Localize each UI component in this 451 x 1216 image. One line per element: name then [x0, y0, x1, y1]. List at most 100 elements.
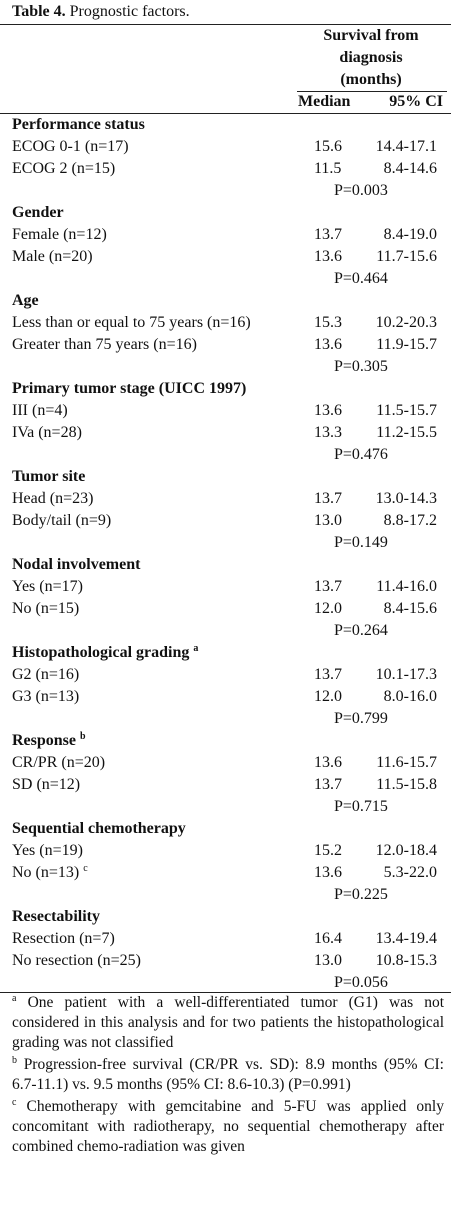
row-label: Resection (n=7): [12, 928, 115, 950]
caption-text: Prognostic factors.: [69, 3, 190, 20]
median: 13.7: [314, 226, 342, 243]
p-value: P=0.305: [334, 358, 388, 375]
median: 13.7: [314, 490, 342, 507]
footnote-mark: b: [12, 1055, 17, 1066]
section-title: Nodal involvement: [12, 554, 140, 576]
header-group: (months): [340, 71, 402, 88]
section-title-text: Primary tumor stage (UICC 1997): [12, 380, 247, 397]
footnote-text: Chemotherapy with gemcitabine and 5-FU w…: [12, 1098, 444, 1155]
row-label-text: IVa (n=28): [12, 424, 82, 441]
ci: 8.4-19.0: [383, 226, 437, 243]
column-header: Median: [298, 93, 351, 110]
row-label: SD (n=12): [12, 774, 80, 796]
median: 13.0: [314, 512, 342, 529]
section-title-text: Response: [12, 732, 77, 749]
median: 13.0: [314, 952, 342, 969]
ci: 10.1-17.3: [375, 666, 437, 683]
median: 15.2: [314, 842, 342, 859]
ci: 8.8-17.2: [383, 512, 437, 529]
row-label-text: Head (n=23): [12, 490, 94, 507]
section-title: Tumor site: [12, 466, 85, 488]
row-label-text: CR/PR (n=20): [12, 754, 106, 771]
p-value: P=0.264: [334, 622, 388, 639]
row-label: Head (n=23): [12, 488, 93, 510]
p-value: P=0.149: [334, 534, 388, 551]
p-value: P=0.476: [334, 446, 388, 463]
p-value: P=0.464: [334, 270, 388, 287]
section-title-text: Sequential chemotherapy: [12, 820, 186, 837]
row-label: IVa (n=28): [12, 422, 82, 444]
caption-label: Table 4.: [12, 3, 66, 20]
section-title: Sequential chemotherapy: [12, 818, 186, 840]
ci: 5.3-22.0: [383, 864, 437, 881]
row-label: Male (n=20): [12, 246, 93, 268]
header-group: Survival from: [323, 27, 419, 44]
ci: 10.2-20.3: [375, 314, 437, 331]
section-title: Response b: [12, 730, 86, 752]
median: 13.7: [314, 666, 342, 683]
section-title: Resectability: [12, 906, 100, 928]
p-value: P=0.003: [334, 182, 388, 199]
row-label: No (n=13) c: [12, 862, 88, 884]
section-title-text: Gender: [12, 204, 64, 221]
row-label: Female (n=12): [12, 224, 107, 246]
rule: [297, 91, 447, 92]
rule: [0, 24, 451, 25]
median: 12.0: [314, 688, 342, 705]
header-group: diagnosis: [339, 49, 403, 66]
footnote: c Chemotherapy with gemcitabine and 5-FU…: [12, 1097, 444, 1157]
row-label: G2 (n=16): [12, 664, 79, 686]
ci: 12.0-18.4: [375, 842, 437, 859]
footnote-mark: a: [12, 993, 17, 1004]
median: 16.4: [314, 930, 342, 947]
ci: 8.0-16.0: [383, 688, 437, 705]
ci: 11.7-15.6: [376, 248, 437, 265]
row-label: Greater than 75 years (n=16): [12, 334, 197, 356]
row-label-text: No (n=13): [12, 864, 80, 881]
ci: 13.4-19.4: [375, 930, 437, 947]
section-title: Gender: [12, 202, 64, 224]
median: 13.6: [314, 754, 342, 771]
median: 13.6: [314, 336, 342, 353]
section-title-text: Performance status: [12, 116, 145, 133]
row-label: Less than or equal to 75 years (n=16): [12, 312, 251, 334]
p-value: P=0.056: [334, 974, 388, 991]
footnote: a One patient with a well-differentiated…: [12, 993, 444, 1053]
ci: 8.4-14.6: [383, 160, 437, 177]
section-title-text: Resectability: [12, 908, 100, 925]
row-label-text: SD (n=12): [12, 776, 81, 793]
median: 13.6: [314, 402, 342, 419]
row-label-text: Male (n=20): [12, 248, 93, 265]
p-value: P=0.225: [334, 886, 388, 903]
column-header: 95% CI: [389, 93, 443, 110]
p-value: P=0.715: [334, 798, 388, 815]
median: 13.6: [314, 864, 342, 881]
row-label-text: ECOG 0-1 (n=17): [12, 138, 129, 155]
section-title: Histopathological grading a: [12, 642, 198, 664]
ci: 11.9-15.7: [376, 336, 437, 353]
ci: 14.4-17.1: [375, 138, 437, 155]
median: 13.7: [314, 776, 342, 793]
row-label: CR/PR (n=20): [12, 752, 105, 774]
ci: 11.5-15.8: [376, 776, 437, 793]
row-label-text: Female (n=12): [12, 226, 107, 243]
footnote-text: One patient with a well-differentiated t…: [12, 994, 445, 1051]
section-title: Primary tumor stage (UICC 1997): [12, 378, 246, 400]
section-title-text: Age: [12, 292, 39, 309]
row-label: No (n=15): [12, 598, 79, 620]
row-label: Yes (n=17): [12, 576, 83, 598]
row-label: ECOG 2 (n=15): [12, 158, 115, 180]
ci: 11.4-16.0: [376, 578, 437, 595]
row-label-text: No (n=15): [12, 600, 80, 617]
ci: 8.4-15.6: [383, 600, 437, 617]
section-title-text: Histopathological grading: [12, 644, 190, 661]
median: 13.6: [314, 248, 342, 265]
ci: 11.5-15.7: [376, 402, 437, 419]
row-label-text: Yes (n=17): [12, 578, 83, 595]
ci: 13.0-14.3: [375, 490, 437, 507]
row-label: G3 (n=13): [12, 686, 79, 708]
section-title-text: Nodal involvement: [12, 556, 141, 573]
row-label-text: Resection (n=7): [12, 930, 115, 947]
row-label-text: Greater than 75 years (n=16): [12, 336, 197, 353]
